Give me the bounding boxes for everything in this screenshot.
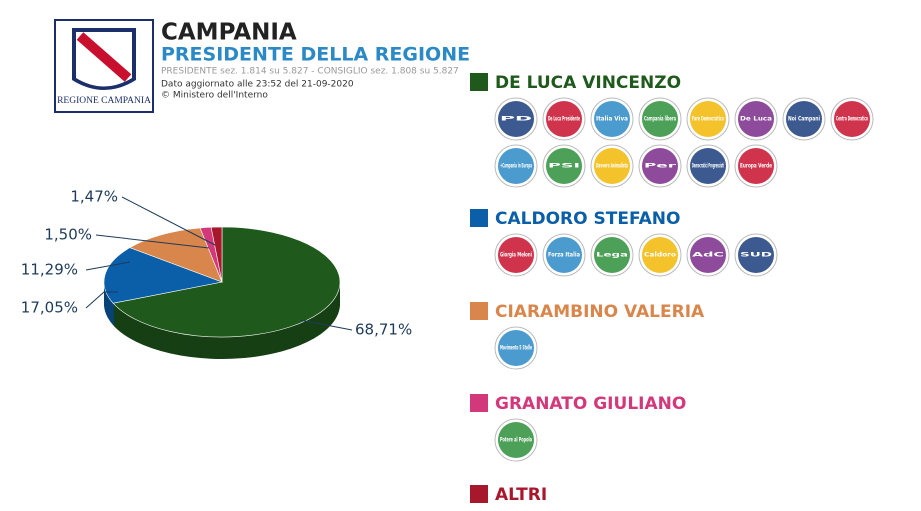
value-label: 1,50%: [44, 226, 92, 244]
party-logo-inner: [546, 101, 582, 137]
value-label: 11,29%: [21, 261, 78, 279]
party-logo-inner: [690, 237, 726, 273]
party-logo-inner: [498, 422, 534, 458]
region-logo: REGIONE CAMPANIA: [54, 19, 154, 113]
party-logo-text: Potere al Popolo: [500, 437, 532, 444]
party-logo-text: Noi Campani: [788, 116, 820, 123]
party-logo-inner: [690, 101, 726, 137]
party-logo-inner: [642, 148, 678, 184]
party-logo-text: Caldoro: [644, 252, 676, 259]
party-logo-inner: [786, 101, 822, 137]
party-logo-text: Campania libera: [644, 116, 676, 123]
value-label: 1,47%: [70, 188, 118, 206]
party-logo-text: Forza Italia: [548, 252, 580, 259]
party-logo-text: Centro Democratico: [836, 116, 868, 123]
party-logo-inner: [738, 148, 774, 184]
legend-swatch: [470, 73, 488, 91]
party-logo-text: PSI: [548, 163, 580, 170]
party-logo-inner: [594, 148, 630, 184]
leader-line: [121, 196, 216, 246]
party-logo-inner: [498, 330, 534, 366]
party-logo-inner: [594, 101, 630, 137]
legend-label: DE LUCA VINCENZO: [495, 73, 681, 93]
party-logo-inner: [498, 237, 534, 273]
updated: Dato aggiornato alle 23:52 del 21-09-202…: [161, 80, 354, 90]
subtitle: PRESIDENTE DELLA REGIONE: [161, 44, 470, 66]
leader-line: [85, 261, 131, 271]
party-logo-inner: [498, 148, 534, 184]
legend-label: CALDORO STEFANO: [495, 209, 680, 229]
party-logo-text: Fare Democratico: [692, 116, 724, 123]
title: CAMPANIA: [161, 20, 297, 46]
leader-line: [95, 234, 210, 249]
party-logo-text: Giorgia Meloni: [500, 252, 532, 259]
party-logo-inner: [594, 237, 630, 273]
party-logo-text: Movimento 5 Stelle: [500, 345, 532, 352]
party-logo-inner: [642, 101, 678, 137]
leader-line: [299, 319, 353, 331]
party-logo-inner: [642, 237, 678, 273]
pie-slice: [112, 226, 341, 338]
party-logo-text: Per: [644, 163, 676, 170]
party-logo-inner: [690, 148, 726, 184]
legend-label: ALTRI: [495, 485, 547, 505]
party-logo-inner: [546, 148, 582, 184]
party-logo-text: SUD: [740, 252, 772, 259]
party-logo-inner: [738, 237, 774, 273]
party-logo-text: +Campania in Europa: [500, 163, 532, 170]
party-logo-inner: [738, 101, 774, 137]
party-logo-text: Democratici Progressisti: [692, 163, 724, 170]
pie-slice: [103, 247, 224, 304]
party-logo-text: Lega: [596, 252, 628, 259]
source: © Ministero dell'Interno: [161, 91, 268, 101]
logo-text: REGIONE CAMPANIA: [57, 96, 151, 106]
party-logo-inner: [546, 237, 582, 273]
value-label: 17,05%: [21, 299, 78, 317]
legend-swatch: [470, 394, 488, 412]
leader-line: [85, 291, 118, 309]
party-logo-text: PD: [500, 116, 532, 123]
sections: PRESIDENTE sez. 1.814 su 5.827 - CONSIGL…: [161, 67, 459, 77]
pie-slice: [210, 226, 223, 283]
legend-label: CIARAMBINO VALERIA: [495, 302, 705, 322]
legend-label: GRANATO GIULIANO: [495, 394, 686, 414]
party-logo-inner: [834, 101, 870, 137]
party-logo-text: De Luca Presidente: [548, 116, 580, 123]
party-logo-text: Italia Viva: [596, 116, 628, 123]
party-logo-inner: [498, 101, 534, 137]
party-logo-text: De Luca: [740, 116, 772, 123]
party-logo-text: AdC: [692, 252, 725, 259]
legend-swatch: [470, 302, 488, 320]
legend-swatch: [470, 209, 488, 227]
legend-swatch: [470, 485, 488, 503]
party-logo-text: Europa Verde: [740, 163, 772, 170]
party-logo-text: Davvero Animalista: [596, 163, 628, 170]
value-label: 68,71%: [355, 321, 412, 339]
